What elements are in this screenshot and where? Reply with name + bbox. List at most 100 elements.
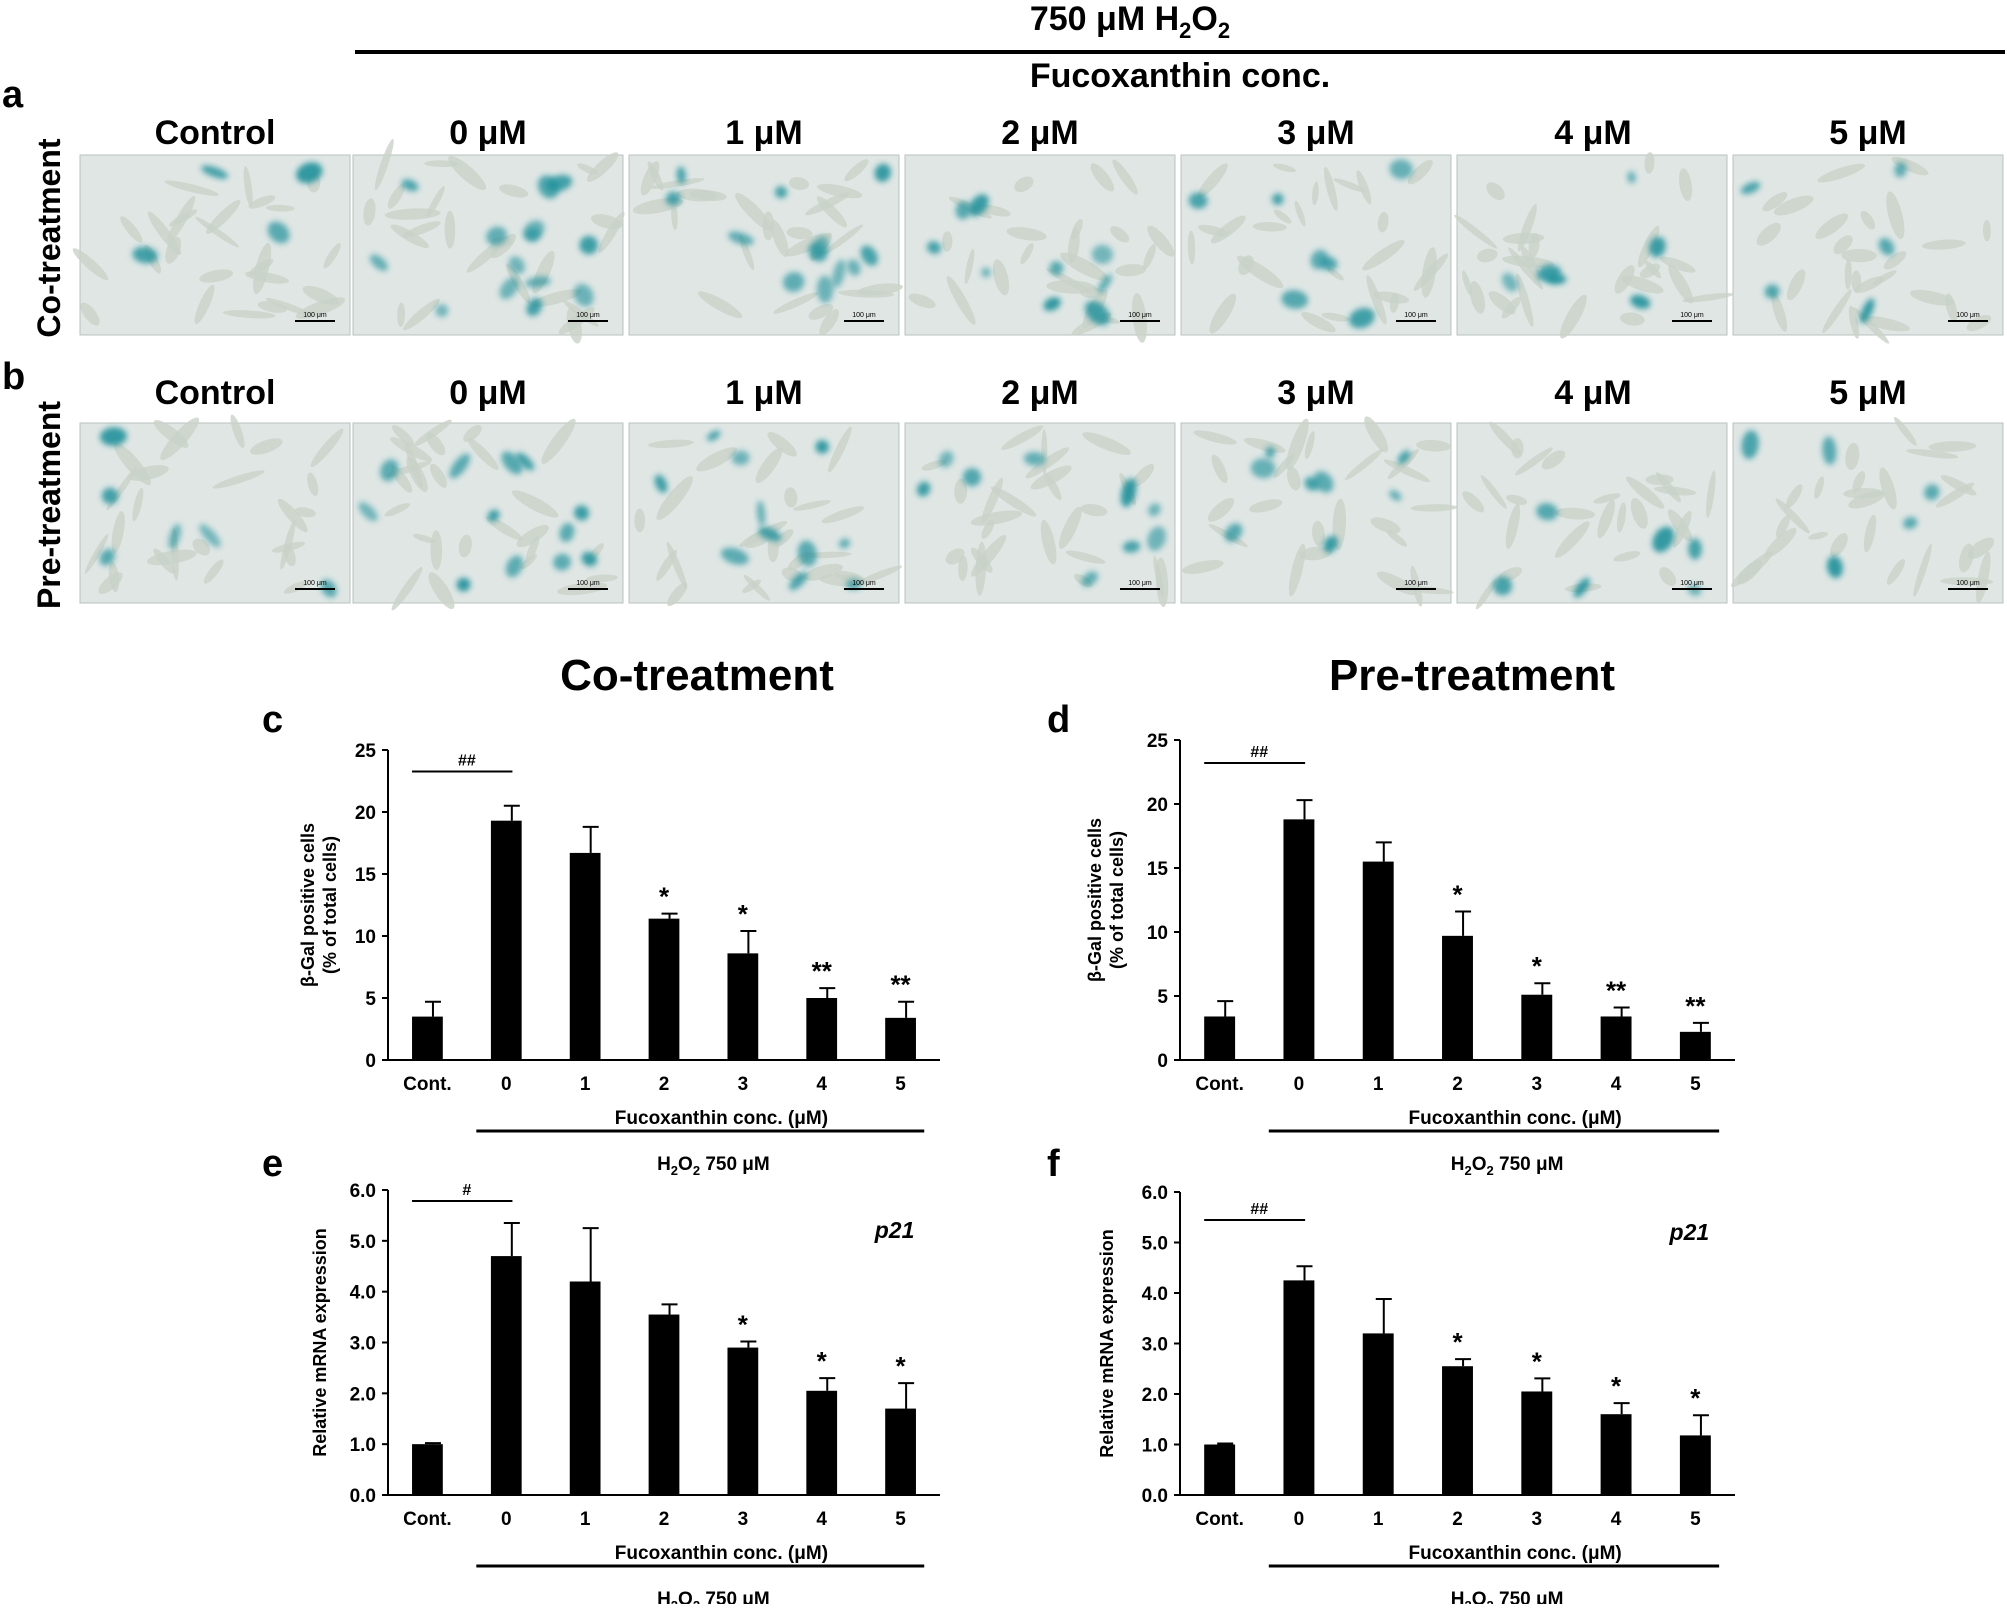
chart-panel-e: e 0.0 1.0 2.0 3.0 4.0 5.0 6.0 Relative mRNA expr… — [262, 1143, 940, 1609]
micrograph-tile: 100 μm — [1454, 152, 1734, 339]
x-axis-label: Fucoxanthin conc. (μM) — [1409, 1108, 1622, 1129]
gene-annotation: p21 — [1669, 1219, 1710, 1245]
x-tick-label: Cont. — [1195, 1509, 1244, 1530]
x-tick-label: 1 — [580, 1509, 591, 1530]
scale-bar-label: 100 μm — [1956, 312, 1980, 319]
panel-letter-f: f — [1047, 1143, 1060, 1185]
y-tick-label: 20 — [355, 803, 376, 824]
micrograph-tile: 100 μm — [1456, 421, 1728, 610]
y-tick-label: 1.0 — [350, 1435, 376, 1456]
y-tick-label: 2.0 — [1142, 1385, 1168, 1406]
scale-bar-label: 100 μm — [303, 580, 327, 587]
x-axis-label: Fucoxanthin conc. (μM) — [615, 1543, 828, 1564]
scale-bar-label: 100 μm — [852, 312, 876, 319]
bar — [1204, 1016, 1236, 1060]
bar — [412, 1016, 443, 1060]
y-axis-label-line2: (% of total cells) — [1107, 831, 1127, 969]
bar — [648, 918, 680, 1060]
y-tick-label: 0 — [1157, 1051, 1168, 1072]
y-axis-label: β-Gal positive cells — [1085, 818, 1105, 982]
y-tick-label: 4.0 — [350, 1283, 376, 1304]
x-tick-label: 2 — [659, 1509, 670, 1530]
bar — [1521, 1391, 1553, 1495]
x-tick-label: 5 — [895, 1074, 906, 1095]
x-tick-label: 0 — [501, 1509, 512, 1530]
x-tick-label: 1 — [1373, 1509, 1384, 1530]
significance-marker: ** — [890, 970, 911, 1000]
y-tick-label: 6.0 — [350, 1181, 376, 1202]
bar — [1600, 1414, 1632, 1495]
bar — [1283, 819, 1315, 1060]
y-tick-label: 6.0 — [1142, 1183, 1168, 1204]
column-label: 5 μM — [1829, 374, 1906, 412]
micrograph-tile: 100 μm — [1731, 417, 2004, 604]
x-tick-label: 2 — [1452, 1509, 1463, 1530]
bar — [1600, 1016, 1632, 1060]
y-tick-label: 15 — [1147, 859, 1169, 880]
scale-bar-label: 100 μm — [1128, 580, 1152, 587]
y-tick-label: 2.0 — [350, 1384, 376, 1405]
column-label: 4 μM — [1554, 114, 1631, 152]
micrograph-grid: 100 μm 100 μm 100 μm 100 μm 100 μm 100 μm 100 … — [72, 139, 2004, 611]
bar — [885, 1408, 916, 1495]
column-label: 3 μM — [1277, 114, 1354, 152]
micrograph-tile: 100 μm — [1180, 416, 1458, 607]
y-tick-label: 1.0 — [1142, 1436, 1168, 1457]
y-tick-label: 5 — [1157, 987, 1168, 1008]
column-labels-row-b: Control 0 μM 1 μM 2 μM 3 μM 4 μM 5 μM — [155, 374, 1907, 412]
y-tick-label: 15 — [355, 865, 377, 886]
bar — [806, 998, 838, 1060]
scale-bar-label: 100 μm — [852, 580, 876, 587]
x-tick-label: 0 — [1294, 1074, 1305, 1095]
significance-marker: * — [659, 882, 670, 912]
x-tick-label: 5 — [1690, 1074, 1701, 1095]
significance-marker: * — [1532, 951, 1543, 981]
scale-bar-label: 100 μm — [1404, 580, 1428, 587]
micrograph-tile: 100 μm — [628, 422, 903, 607]
x-tick-label: 5 — [1690, 1509, 1701, 1530]
bar — [1204, 1444, 1236, 1495]
y-tick-label: 3.0 — [1142, 1335, 1168, 1356]
y-axis-label: Relative mRNA expression — [310, 1228, 330, 1456]
y-tick-label: 25 — [355, 741, 377, 762]
y-tick-label: 0.0 — [350, 1486, 376, 1507]
micrograph-tile: 100 μm — [1732, 154, 2004, 344]
column-label: 1 μM — [725, 374, 802, 412]
column-labels-row-a: Control 0 μM 1 μM 2 μM 3 μM 4 μM 5 μM — [155, 114, 1907, 152]
x-tick-label: 3 — [1531, 1074, 1542, 1095]
y-tick-label: 10 — [1147, 923, 1168, 944]
y-axis-label: β-Gal positive cells — [298, 823, 318, 987]
column-label: 2 μM — [1001, 114, 1078, 152]
y-axis-label: Relative mRNA expression — [1097, 1229, 1117, 1457]
y-tick-label: 20 — [1147, 795, 1168, 816]
x-tick-label: 0 — [1294, 1509, 1305, 1530]
micrograph-tile: 100 μm — [628, 154, 903, 336]
section-title-pre-treatment: Pre-treatment — [1329, 651, 1615, 700]
y-tick-label: 5.0 — [350, 1232, 376, 1253]
fucoxanthin-title: Fucoxanthin conc. — [1030, 57, 1330, 95]
y-tick-label: 0.0 — [1142, 1486, 1168, 1507]
x-axis-label: Fucoxanthin conc. (μM) — [1409, 1543, 1622, 1564]
scale-bar-label: 100 μm — [1404, 312, 1428, 319]
x-tick-label: Cont. — [403, 1074, 452, 1095]
column-label: 0 μM — [449, 114, 526, 152]
panel-letter-e: e — [262, 1143, 283, 1185]
x-tick-label: 5 — [895, 1509, 906, 1530]
x-axis-label: Fucoxanthin conc. (μM) — [615, 1108, 828, 1129]
column-label: 1 μM — [725, 114, 802, 152]
bar — [1362, 1333, 1394, 1495]
gene-annotation: p21 — [874, 1217, 915, 1243]
bracket-label: ## — [458, 753, 476, 770]
section-title-co-treatment: Co-treatment — [560, 651, 834, 700]
micrograph-tile: 100 μm — [352, 418, 624, 611]
bar — [490, 1256, 522, 1495]
bar — [1442, 1366, 1473, 1495]
row-label-pre-treatment: Pre-treatment — [31, 401, 67, 609]
bar — [727, 953, 759, 1060]
bar — [569, 852, 601, 1060]
x-tick-label: 3 — [738, 1509, 749, 1530]
x-tick-label: 4 — [1611, 1074, 1622, 1095]
x-tick-label: 4 — [1611, 1509, 1622, 1530]
